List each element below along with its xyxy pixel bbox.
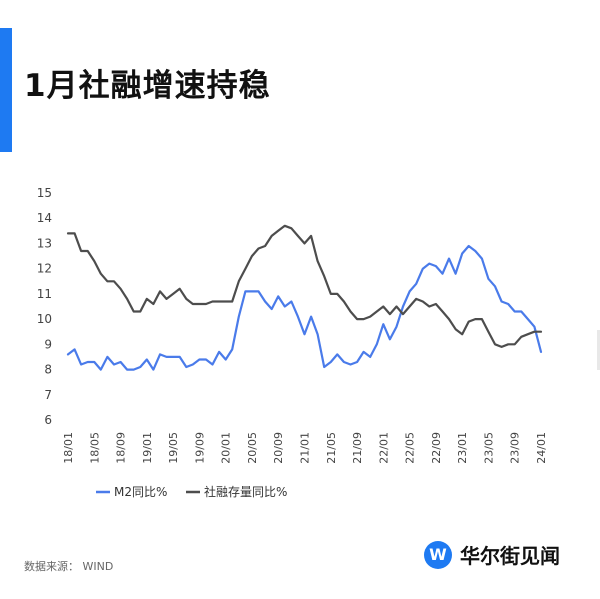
x-tick-label: 21/05 — [325, 432, 338, 464]
x-tick-label: 23/09 — [509, 432, 522, 464]
source-note: 数据来源： WIND — [24, 560, 114, 573]
y-tick-label: 11 — [37, 287, 52, 301]
legend: M2同比% 社融存量同比% — [96, 484, 287, 499]
page-title: 1月社融增速持稳 — [24, 68, 271, 104]
wallstreetcn-logo-icon: W — [424, 540, 452, 569]
y-tick-label: 13 — [37, 236, 52, 250]
brand-logo: W 华尔街见闻 — [424, 540, 560, 569]
legend-label: M2同比% — [114, 485, 167, 499]
x-tick-label: 22/09 — [430, 432, 443, 464]
series-line-m2 — [66, 244, 543, 371]
x-tick-label: 19/01 — [141, 432, 154, 464]
brand-name: 华尔街见闻 — [460, 544, 560, 568]
x-tick-label: 21/01 — [299, 432, 312, 464]
x-tick-label: 24/01 — [535, 432, 548, 464]
x-tick-label: 19/09 — [193, 432, 206, 464]
edge-shadow — [597, 330, 600, 370]
x-tick-label: 23/05 — [482, 432, 495, 464]
x-axis: 18/01 18/05 18/09 19/01 19/05 19/09 20/01 20/05… — [62, 432, 548, 464]
x-tick-label: 19/05 — [167, 432, 180, 464]
title-accent-bar — [0, 28, 12, 152]
line-chart: 6 7 8 9 10 11 12 13 14 15 18/01 18/05 18/09 19/01 19/… — [37, 186, 548, 499]
series-line-social-financing — [66, 224, 543, 348]
x-tick-label: 18/05 — [88, 432, 101, 464]
y-tick-label: 7 — [44, 388, 52, 402]
y-tick-label: 10 — [37, 312, 52, 326]
y-tick-label: 9 — [44, 337, 52, 351]
y-tick-label: 12 — [37, 262, 52, 276]
x-tick-label: 20/09 — [272, 432, 285, 464]
x-tick-label: 23/01 — [456, 432, 469, 464]
x-tick-label: 18/01 — [62, 432, 75, 464]
x-tick-label: 18/09 — [115, 432, 128, 464]
y-tick-label: 15 — [37, 186, 52, 200]
x-tick-label: 22/05 — [404, 432, 417, 464]
x-tick-label: 21/09 — [351, 432, 364, 464]
y-tick-label: 14 — [37, 211, 52, 225]
y-tick-label: 8 — [44, 363, 52, 377]
legend-label: 社融存量同比% — [204, 484, 287, 499]
y-tick-label: 6 — [44, 413, 52, 427]
x-tick-label: 20/01 — [220, 432, 233, 464]
x-tick-label: 20/05 — [246, 432, 259, 464]
series-layer — [66, 224, 543, 371]
x-tick-label: 22/01 — [377, 432, 390, 464]
y-axis: 6 7 8 9 10 11 12 13 14 15 — [37, 186, 52, 427]
